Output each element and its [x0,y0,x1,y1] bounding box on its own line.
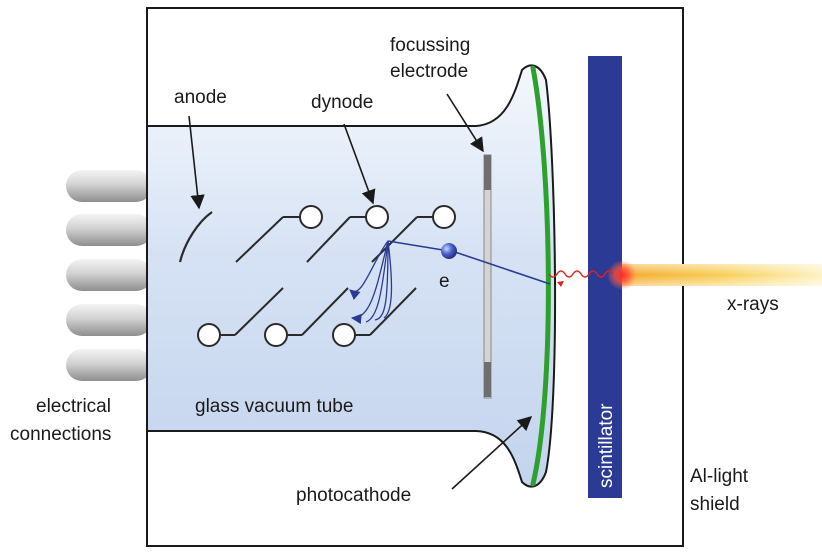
lower-dynodes [197,287,417,347]
label-focussing-line2: electrode [390,61,468,82]
focussing-electrode [483,154,492,399]
electron-cascade [349,240,393,325]
label-dynode: dynode [311,92,373,113]
electron [441,243,457,259]
label-pointers [188,93,533,490]
label-anode: anode [174,87,227,108]
xray-beam [622,264,822,286]
electrical-connection-pins [66,170,152,381]
label-scintillator: scintillator [596,403,617,488]
light-photon-wave [548,270,614,278]
label-electrical-line1: electrical [36,396,111,417]
label-xrays: x-rays [727,294,779,315]
light-arrowhead [557,281,564,287]
label-glass-tube: glass vacuum tube [195,396,353,417]
label-shield-line2: shield [690,494,740,515]
label-electrical-line2: connections [10,424,111,445]
scintillation-flash [607,260,637,290]
photocathode-layer [530,65,551,487]
anode [178,211,213,263]
label-focussing-line1: focussing [390,35,470,56]
label-photocathode: photocathode [296,485,411,506]
label-electron: e [439,271,450,292]
glass-vacuum-tube [146,64,557,488]
label-shield-line1: Al-light [690,466,749,487]
